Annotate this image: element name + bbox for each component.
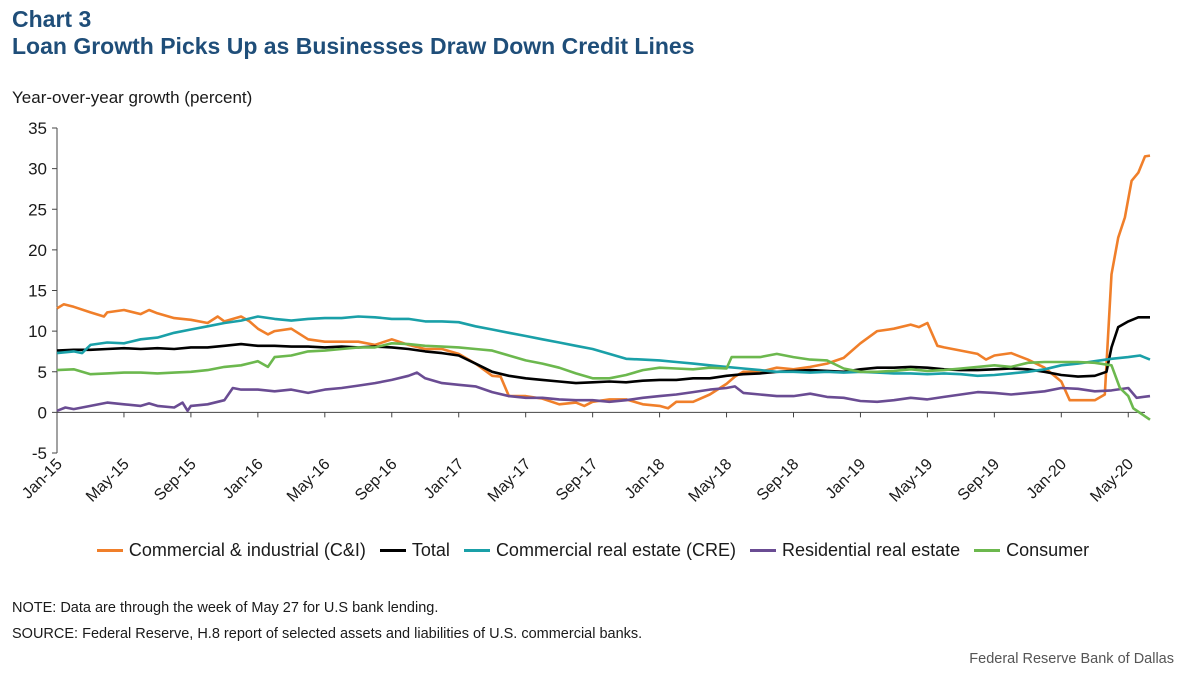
- legend-item-1: Total: [379, 540, 450, 561]
- x-tick-label: Sep-15: [151, 456, 200, 505]
- x-tick-label: Jan-20: [1024, 456, 1071, 503]
- series-lines: [56, 154, 1151, 421]
- y-tick-label: 10: [28, 322, 47, 341]
- axes: [56, 128, 1145, 453]
- y-tick-label: 35: [28, 119, 47, 138]
- x-tick-label: Jan-17: [421, 456, 468, 503]
- x-tick-label: Sep-17: [553, 456, 602, 505]
- legend-swatch: [463, 549, 490, 552]
- x-tick-label: May-18: [686, 456, 736, 506]
- title-block: Chart 3 Loan Growth Picks Up as Business…: [12, 6, 695, 60]
- x-tick-label: May-20: [1087, 456, 1137, 506]
- series-line-1: [56, 316, 1150, 385]
- chart-number: Chart 3: [12, 6, 92, 32]
- credit-text: Federal Reserve Bank of Dallas: [969, 651, 1174, 667]
- chart-title: Loan Growth Picks Up as Businesses Draw …: [12, 33, 695, 59]
- y-tick-label: 30: [28, 160, 47, 179]
- series-line-2: [56, 315, 1151, 378]
- series-line-4: [56, 342, 1151, 421]
- x-tick-label: May-19: [886, 456, 936, 506]
- y-axis-label: Year-over-year growth (percent): [12, 88, 253, 107]
- legend-swatch: [96, 549, 123, 552]
- source-text: SOURCE: Federal Reserve, H.8 report of s…: [12, 626, 643, 642]
- legend-item-2: Commercial real estate (CRE): [463, 540, 736, 561]
- legend-label: Total: [411, 540, 450, 560]
- x-tick-label: Jan-19: [823, 456, 870, 503]
- x-tick-label: Sep-19: [955, 456, 1004, 505]
- x-tick-label: May-16: [284, 456, 334, 506]
- y-tick-label: 15: [28, 282, 47, 301]
- legend-swatch: [379, 549, 406, 552]
- legend-label: Consumer: [1006, 540, 1090, 560]
- y-tick-label: 25: [28, 200, 47, 219]
- legend-swatch: [750, 549, 776, 552]
- x-axis-ticks: Jan-15 May-15 Sep-15 Jan-16 May-16 Sep-16 Jan-…: [19, 412, 1137, 506]
- y-tick-label: 20: [28, 241, 47, 260]
- legend-item-0: Commercial & industrial (C&I): [96, 540, 366, 561]
- y-axis-ticks: -5 0 5 10 15 20 25 30 35: [28, 119, 57, 463]
- series-line-3: [56, 371, 1151, 413]
- legend-label: Commercial real estate (CRE): [495, 540, 736, 560]
- legend-label: Residential real estate: [782, 540, 961, 560]
- x-tick-label: Jan-18: [622, 456, 669, 503]
- legend: Commercial & industrial (C&I) Total Commer…: [0, 540, 1186, 561]
- x-tick-label: Sep-18: [754, 456, 803, 505]
- legend-item-4: Consumer: [974, 540, 1089, 561]
- y-tick-label: 0: [38, 403, 47, 422]
- legend-swatch: [974, 549, 1001, 552]
- y-tick-label: -5: [32, 444, 47, 463]
- y-tick-label: 5: [38, 363, 47, 382]
- x-tick-label: Sep-16: [352, 456, 401, 505]
- legend-label: Commercial & industrial (C&I): [128, 540, 366, 560]
- legend-item-3: Residential real estate: [750, 540, 960, 561]
- note-text: NOTE: Data are through the week of May 2…: [12, 600, 439, 616]
- x-tick-label: May-17: [485, 456, 535, 506]
- x-tick-label: Jan-16: [220, 456, 267, 503]
- x-tick-label: May-15: [83, 456, 133, 506]
